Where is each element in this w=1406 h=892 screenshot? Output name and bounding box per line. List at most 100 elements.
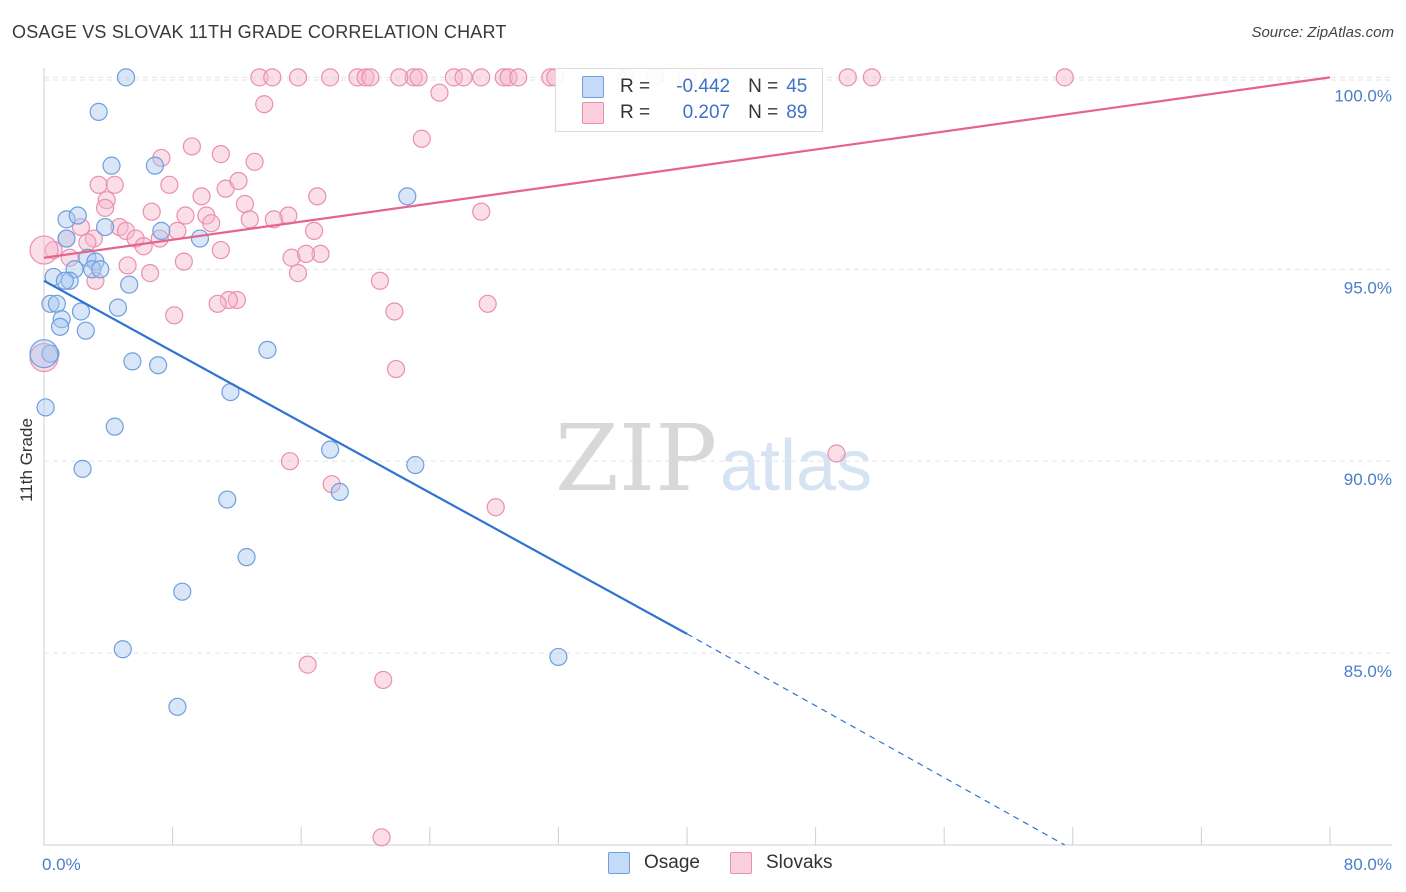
slovak-point: [356, 68, 375, 87]
slovak-point: [176, 206, 195, 225]
chart-title: OSAGE VS SLOVAK 11TH GRADE CORRELATION C…: [12, 22, 507, 42]
slovak-point: [255, 95, 274, 114]
slovak-point: [95, 198, 115, 217]
x-tick-label: 80.0%: [1344, 855, 1392, 874]
slovak-point: [478, 294, 497, 313]
slovak-point: [134, 237, 153, 256]
slovak-point: [142, 202, 161, 221]
osage-point: [47, 294, 66, 313]
osage-point: [321, 440, 340, 459]
y-tick-label: 90.0%: [1344, 470, 1392, 489]
slovak-point: [140, 264, 160, 283]
osage-series: [29, 68, 568, 716]
legend-n-label: N =: [748, 102, 779, 123]
osage-point: [71, 302, 91, 321]
osage-point: [237, 548, 256, 567]
legend-n-value: 89: [786, 102, 808, 123]
slovak-series: [29, 68, 1074, 847]
slovak-point: [472, 202, 491, 221]
slovak-point: [245, 152, 264, 171]
slovak-trend-line: [43, 76, 1331, 259]
slovak-point: [454, 68, 473, 87]
slovak-point: [202, 214, 221, 233]
trend-lines: [43, 76, 1331, 846]
osage-trend-extension: [686, 633, 1066, 846]
osage-point: [91, 260, 110, 279]
osage-point: [116, 68, 136, 87]
y-tick-label: 95.0%: [1344, 278, 1392, 297]
slovak-point: [250, 68, 269, 87]
slovak-point: [174, 252, 193, 271]
slovak-point: [165, 306, 184, 325]
slovak-point: [311, 244, 330, 264]
slovak-point: [296, 244, 316, 264]
slovak-point: [390, 68, 409, 87]
slovak-point: [71, 217, 91, 237]
y-tick-label: 85.0%: [1344, 662, 1392, 681]
legend-item-osage: Osage: [608, 852, 700, 874]
y-axis-title: 11th Grade: [17, 418, 36, 502]
slovak-point: [168, 221, 187, 240]
watermark-atlas: atlas: [720, 426, 872, 506]
osage-point: [60, 271, 79, 290]
osage-point: [190, 229, 210, 248]
slovak-point: [282, 248, 301, 267]
slovak-point: [361, 68, 380, 87]
osage-swatch: [582, 76, 604, 98]
x-tick-label: 0.0%: [42, 855, 81, 874]
osage-point: [76, 321, 95, 340]
y-tick-label: 100.0%: [1334, 86, 1392, 105]
osage-point: [113, 640, 132, 659]
slovak-point: [321, 68, 340, 87]
osage-point: [55, 271, 74, 290]
osage-point: [218, 490, 237, 509]
slovak-swatch: [729, 852, 752, 874]
slovak-point: [288, 264, 308, 283]
watermark-zip: ZIP: [555, 405, 717, 512]
legend-r-label: R =: [620, 76, 651, 97]
slovak-point: [308, 187, 327, 206]
legend-slovaks-label: Slovaks: [765, 852, 833, 873]
slovak-point: [430, 83, 449, 102]
osage-point: [68, 206, 87, 225]
osage-trend-line: [43, 279, 688, 635]
osage-point: [173, 582, 192, 601]
slovak-point: [298, 655, 317, 674]
slovak-point: [235, 194, 255, 214]
slovak-point: [118, 256, 137, 275]
osage-point: [108, 298, 128, 317]
slovak-point: [211, 240, 230, 260]
slovak-point: [288, 68, 308, 87]
osage-point: [29, 339, 59, 369]
slovak-point: [444, 68, 464, 87]
osage-point: [41, 294, 60, 313]
osage-point: [41, 344, 60, 363]
slovak-point: [862, 68, 881, 87]
slovak-point: [192, 187, 211, 206]
source-label: Source: ZipAtlas.com: [1251, 24, 1394, 41]
slovak-point: [827, 444, 846, 463]
slovak-point: [386, 359, 406, 379]
osage-point: [258, 340, 277, 359]
osage-point: [73, 459, 92, 478]
osage-point: [120, 275, 139, 294]
osage-point: [102, 156, 121, 175]
slovak-point: [409, 68, 428, 87]
slovak-point: [412, 129, 431, 148]
slovak-point: [1055, 68, 1074, 87]
slovak-point: [229, 171, 248, 191]
osage-point: [406, 455, 425, 475]
osage-point: [123, 352, 142, 371]
watermark: ZIP atlas: [555, 405, 872, 512]
slovak-point: [404, 68, 423, 87]
osage-point: [57, 210, 76, 229]
slovak-point: [105, 175, 124, 194]
slovak-point: [240, 210, 259, 229]
slovak-point: [211, 145, 230, 164]
slovak-point: [160, 175, 179, 194]
correlation-legend: R = -0.442 N = 45 R = 0.207 N = 89: [555, 68, 823, 132]
slovak-point: [29, 235, 59, 265]
osage-point: [89, 102, 108, 121]
series-legend: Osage Slovaks: [608, 852, 863, 874]
